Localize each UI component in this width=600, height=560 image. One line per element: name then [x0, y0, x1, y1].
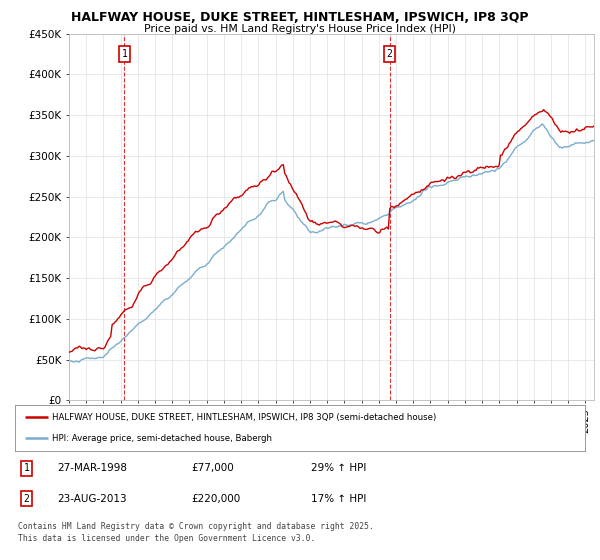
- Text: £77,000: £77,000: [192, 464, 235, 473]
- Text: 1: 1: [23, 464, 29, 473]
- Text: £220,000: £220,000: [192, 494, 241, 503]
- Text: Contains HM Land Registry data © Crown copyright and database right 2025.
This d: Contains HM Land Registry data © Crown c…: [18, 522, 374, 543]
- Text: HPI: Average price, semi-detached house, Babergh: HPI: Average price, semi-detached house,…: [52, 434, 272, 443]
- Text: 27-MAR-1998: 27-MAR-1998: [58, 464, 128, 473]
- Text: 2: 2: [387, 49, 392, 59]
- Text: HALFWAY HOUSE, DUKE STREET, HINTLESHAM, IPSWICH, IP8 3QP (semi-detached house): HALFWAY HOUSE, DUKE STREET, HINTLESHAM, …: [52, 413, 436, 422]
- Text: HALFWAY HOUSE, DUKE STREET, HINTLESHAM, IPSWICH, IP8 3QP: HALFWAY HOUSE, DUKE STREET, HINTLESHAM, …: [71, 11, 529, 24]
- Text: 29% ↑ HPI: 29% ↑ HPI: [311, 464, 367, 473]
- Text: 2: 2: [23, 494, 29, 503]
- Text: Price paid vs. HM Land Registry's House Price Index (HPI): Price paid vs. HM Land Registry's House …: [144, 24, 456, 34]
- Text: 1: 1: [121, 49, 127, 59]
- Text: 17% ↑ HPI: 17% ↑ HPI: [311, 494, 367, 503]
- Text: 23-AUG-2013: 23-AUG-2013: [58, 494, 127, 503]
